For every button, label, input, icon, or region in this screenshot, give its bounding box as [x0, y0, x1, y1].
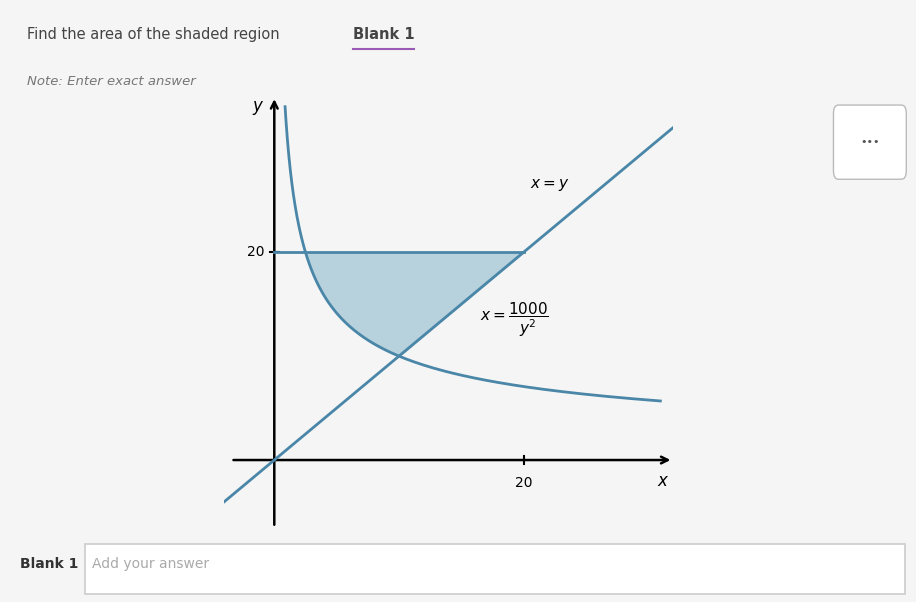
Text: $x$: $x$	[657, 473, 670, 491]
FancyBboxPatch shape	[85, 544, 905, 594]
Text: •••: •••	[860, 137, 879, 147]
Text: $y$: $y$	[252, 99, 265, 117]
Text: 20: 20	[246, 245, 265, 259]
Text: $x = y$: $x = y$	[529, 176, 569, 193]
Text: Blank 1: Blank 1	[20, 557, 79, 571]
Text: Add your answer: Add your answer	[92, 557, 209, 571]
Text: Find the area of the shaded region: Find the area of the shaded region	[27, 27, 285, 42]
FancyBboxPatch shape	[834, 105, 906, 179]
Text: $x = \dfrac{1000}{y^2}$: $x = \dfrac{1000}{y^2}$	[480, 300, 549, 339]
Text: Blank 1: Blank 1	[353, 27, 414, 42]
Text: Note: Enter exact answer: Note: Enter exact answer	[27, 75, 196, 88]
Text: 20: 20	[515, 476, 532, 489]
